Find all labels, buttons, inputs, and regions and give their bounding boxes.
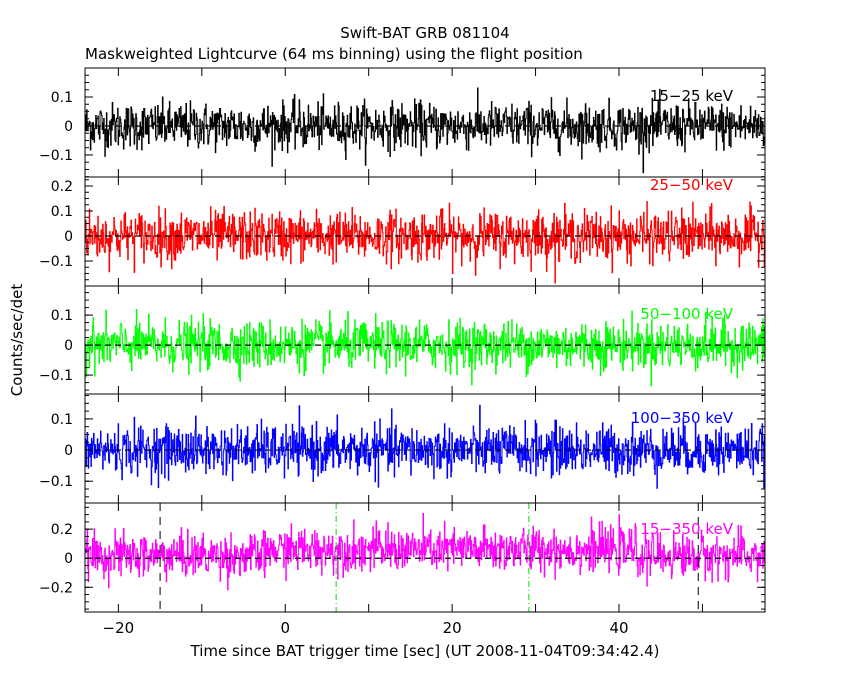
y-tick-label: 0: [64, 338, 73, 354]
panel-0: −0.1 0 0.1 15−25 keV: [39, 67, 766, 178]
y-tick-label: 0.2: [51, 522, 73, 538]
series-line: [85, 87, 765, 174]
series-line: [85, 201, 765, 284]
panel-3: −0.1 0 0.1 100−350 keV: [39, 393, 766, 504]
x-tick-label: 40: [609, 619, 628, 637]
y-tick-label: 0.1: [51, 412, 73, 428]
chart-title: Swift-BAT GRB 081104: [340, 24, 509, 42]
panel-frame: [84, 502, 766, 613]
y-tick-label: 0: [64, 229, 73, 245]
y-tick-label: 0: [64, 119, 73, 135]
y-tick-label: 0.1: [51, 308, 73, 324]
y-tick-label: −0.2: [39, 580, 73, 596]
panel-1: −0.1 0 0.1 0.2 25−50 keV: [39, 176, 766, 287]
y-tick-label: 0: [64, 443, 73, 459]
series-line: [85, 309, 765, 387]
series-line: [85, 404, 765, 489]
panel-2: −0.1 0 0.1 50−100 keV: [39, 285, 766, 395]
y-tick-label: 0.1: [51, 90, 73, 106]
panel-4: −0.2 0 0.2 15−350 keV: [39, 502, 766, 613]
chart-subtitle: Maskweighted Lightcurve (64 ms binning) …: [85, 45, 583, 63]
band-label: 15−25 keV: [650, 87, 734, 105]
band-label: 100−350 keV: [631, 409, 734, 427]
band-label: 25−50 keV: [650, 176, 734, 194]
y-tick-label: −0.1: [39, 474, 73, 490]
series-line: [85, 513, 765, 591]
y-tick-label: −0.1: [39, 254, 73, 270]
x-tick-label: −20: [103, 619, 135, 637]
x-tick-label: 0: [280, 619, 290, 637]
x-axis-label: Time since BAT trigger time [sec] (UT 20…: [190, 642, 660, 660]
x-tick-label: 20: [443, 619, 462, 637]
band-label: 50−100 keV: [640, 305, 733, 323]
band-label: 15−350 keV: [640, 520, 733, 538]
y-tick-label: 0.1: [51, 204, 73, 220]
y-tick-label: −0.1: [39, 148, 73, 164]
y-tick-label: 0.2: [51, 179, 73, 195]
y-tick-label: −0.1: [39, 368, 73, 384]
y-tick-label: 0: [64, 551, 73, 567]
y-axis-label: Counts/sec/det: [8, 284, 26, 397]
